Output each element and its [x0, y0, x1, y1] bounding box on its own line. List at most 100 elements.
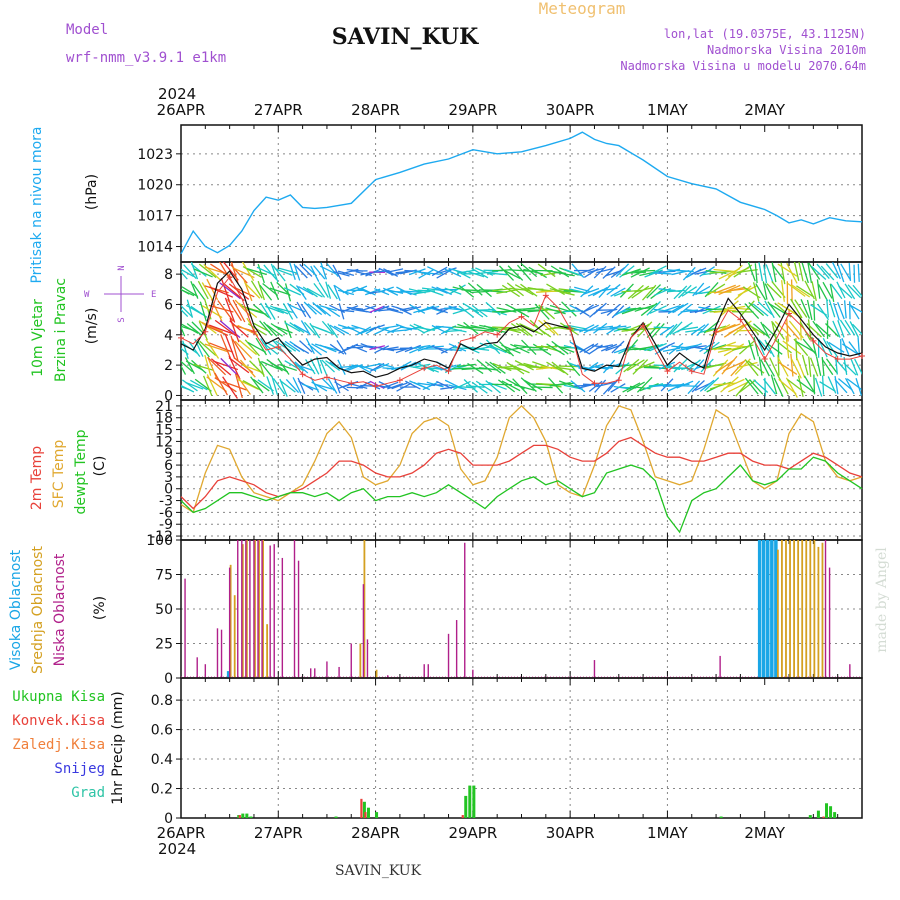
wind-arrow	[631, 285, 650, 299]
wind-arrow	[783, 321, 800, 340]
y-tick-label: -12	[150, 529, 173, 545]
wind-arrow	[609, 325, 627, 329]
low-cloud-bar	[338, 666, 340, 678]
wind-arrow	[382, 346, 399, 351]
wind-arrow	[360, 287, 376, 296]
wind-arrow-field	[181, 262, 862, 399]
wind-arrow	[579, 304, 594, 315]
wind-arrow	[386, 308, 404, 314]
y-tick-label: -9	[159, 517, 173, 533]
wind-arrow	[334, 381, 349, 392]
wind-arrow	[181, 270, 188, 280]
low-cloud-bar	[350, 643, 352, 678]
wind-arrow	[610, 287, 626, 297]
wind-arrow	[680, 326, 699, 331]
mid-cloud-bar	[821, 542, 824, 678]
wind-arrow	[651, 323, 665, 338]
y-tick-label: 3	[164, 470, 173, 486]
wind-arrow	[832, 320, 841, 338]
wind-arrow	[479, 367, 499, 371]
wind-arrow	[515, 322, 533, 337]
wind-arrow	[619, 283, 634, 298]
high-cloud-bar	[774, 540, 778, 678]
panel-frame	[180, 399, 863, 541]
wind-arrow	[532, 343, 552, 356]
wind-arrow	[201, 321, 224, 333]
wind-arrow	[549, 288, 571, 294]
wind-arrow	[224, 297, 236, 323]
wind-arrow	[700, 358, 714, 373]
low-cloud-bar	[593, 660, 596, 678]
wind-arrow	[280, 380, 296, 393]
wind-arrow	[444, 348, 462, 352]
wind-arrow	[194, 338, 204, 357]
wind-arrow	[374, 326, 390, 335]
wind-arrow	[250, 376, 264, 394]
wind-arrow	[284, 340, 301, 353]
wind-arrow	[828, 299, 836, 318]
wind-arrow	[762, 281, 768, 300]
gust-marker	[494, 331, 501, 338]
wind-arrow	[421, 287, 440, 291]
wind-arrow	[837, 264, 845, 283]
wind-arrow	[310, 358, 320, 375]
wind-arrow	[356, 380, 372, 390]
y-tick-label: 9	[164, 446, 173, 462]
wind-arrow	[752, 282, 760, 302]
low-cloud-bar	[273, 544, 275, 678]
wind-arrow	[737, 285, 757, 296]
wind-arrow	[764, 300, 775, 319]
wind-arrow	[709, 270, 732, 274]
wind-arrow	[247, 341, 267, 353]
time-label-bottom: 30APR	[546, 824, 595, 842]
temp-ylabel-2: SFC Temp	[51, 440, 67, 509]
wind-arrow	[583, 287, 600, 295]
wind-arrow	[842, 343, 858, 355]
time-label-bottom: 1MAY	[647, 824, 689, 842]
wind-arrow	[284, 322, 301, 333]
wind-arrow	[270, 263, 279, 283]
wind-arrow	[598, 284, 611, 299]
wind-arrow	[333, 377, 341, 394]
wind-arrow	[744, 359, 759, 377]
wind-arrow	[695, 285, 711, 296]
gust-marker	[372, 383, 379, 390]
gust-marker	[834, 356, 841, 363]
wind-arrow	[803, 375, 816, 394]
wind-arrow	[444, 287, 462, 295]
wind-arrow	[488, 344, 507, 354]
wind-arrow	[614, 306, 631, 316]
wind-arrow	[696, 323, 710, 337]
wind-arrow	[192, 283, 206, 300]
wind-arrow	[640, 302, 658, 317]
wind-arrow	[780, 280, 785, 302]
wind-arrow	[682, 266, 696, 281]
wind-arrow	[596, 382, 613, 388]
precip-legend-total: Ukupna Kisa	[12, 689, 105, 705]
wind-arrow	[833, 302, 840, 321]
wind-arrow	[692, 282, 705, 297]
wind-arrow	[336, 340, 347, 355]
wind-arrow	[347, 363, 363, 372]
low-cloud-bar	[257, 540, 259, 678]
wind-arrow	[181, 364, 187, 375]
wind-arrow	[337, 365, 355, 369]
y-tick-label: 18	[155, 411, 173, 427]
wind-arrow	[196, 340, 210, 358]
y-tick-label: 1020	[137, 178, 173, 194]
wind-arrow	[230, 262, 239, 285]
wind-arrow	[487, 272, 508, 276]
wind-arrow	[209, 286, 234, 298]
wind-arrow	[673, 358, 688, 373]
wind-arrow	[566, 360, 581, 377]
wind-arrow	[181, 304, 193, 318]
wind-arrow	[663, 305, 680, 312]
wind-arrow	[231, 338, 247, 361]
wind-arrow	[821, 375, 825, 395]
wind-arrow	[592, 286, 608, 297]
wind-arrow	[653, 326, 672, 329]
wind-arrow	[574, 345, 590, 355]
wind-arrow	[549, 304, 571, 313]
wind-arrow	[795, 340, 815, 353]
